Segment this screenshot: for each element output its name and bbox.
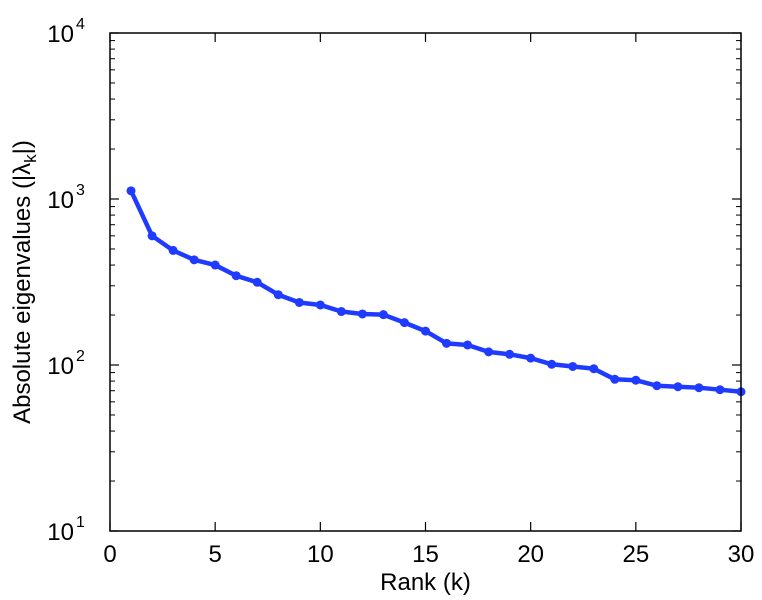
data-point [568, 361, 578, 371]
data-point [442, 338, 452, 348]
data-point [652, 381, 662, 391]
data-point [273, 290, 283, 300]
x-tick-label: 10 [307, 541, 334, 568]
x-axis-title: Rank (k) [380, 569, 471, 596]
y-tick-label: 10 [47, 519, 74, 546]
data-point [610, 374, 620, 384]
data-point [378, 310, 388, 320]
y-tick-exponent: 1 [76, 514, 85, 531]
data-point [589, 364, 599, 374]
y-tick-label: 10 [47, 353, 74, 380]
y-axis-title-suffix: |) [9, 140, 36, 154]
y-tick-label: 10 [47, 187, 74, 214]
data-point [147, 231, 157, 241]
x-tick-label: 5 [208, 541, 221, 568]
data-point [294, 297, 304, 307]
data-point [231, 271, 241, 281]
data-point [189, 255, 199, 265]
y-tick-exponent: 2 [76, 348, 85, 365]
data-point [357, 309, 367, 319]
data-point [673, 382, 683, 392]
data-point [168, 245, 178, 255]
x-tick-label: 25 [622, 541, 649, 568]
data-point [631, 375, 641, 385]
data-point [210, 260, 220, 270]
y-axis-title-lambda: λ [9, 163, 36, 175]
data-point [252, 277, 262, 287]
data-point [505, 349, 515, 359]
data-point [484, 347, 494, 357]
y-tick-exponent: 3 [76, 182, 85, 199]
data-point [715, 385, 725, 395]
data-point [126, 186, 136, 196]
y-axis-title-subscript: k [21, 154, 40, 163]
plot-frame [109, 32, 742, 532]
data-point [526, 353, 536, 363]
data-point [463, 340, 473, 350]
y-axis-title-prefix: Absolute eigenvalues (| [9, 175, 36, 424]
data-point [336, 307, 346, 317]
y-tick-label: 10 [47, 21, 74, 48]
data-point [547, 359, 557, 369]
x-tick-label: 30 [728, 541, 755, 568]
y-tick-exponent: 4 [76, 16, 85, 33]
x-tick-label: 15 [412, 541, 439, 568]
y-axis-title: Absolute eigenvalues (|λk|) [9, 140, 40, 424]
series-line [128, 188, 744, 395]
x-tick-label: 20 [517, 541, 544, 568]
data-point [421, 326, 430, 336]
data-point [694, 383, 704, 393]
data-point [399, 318, 409, 328]
data-point [315, 300, 325, 310]
x-tick-label: 0 [103, 541, 116, 568]
